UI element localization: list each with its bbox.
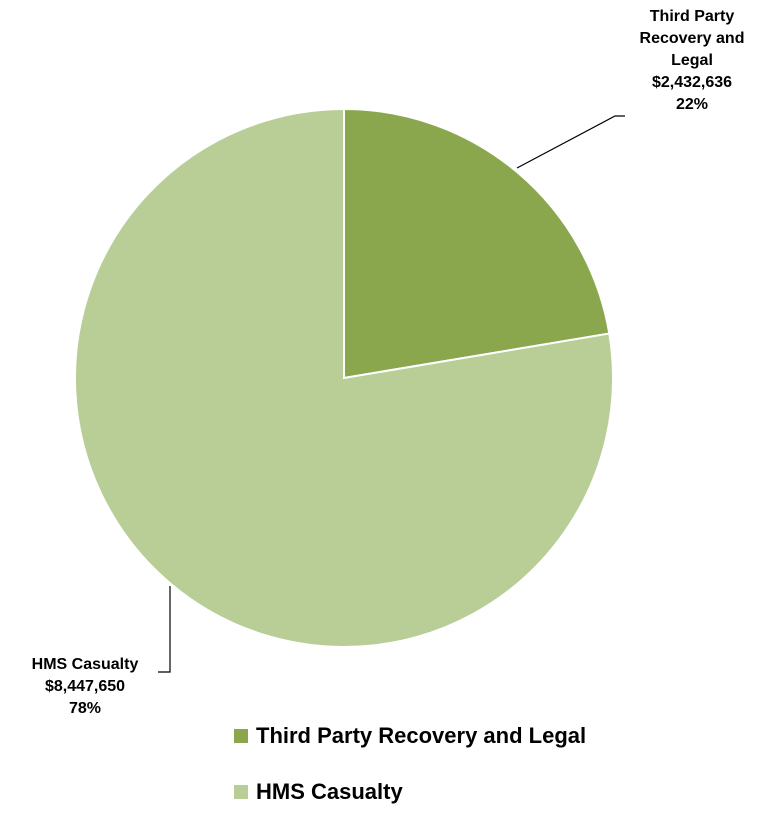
legend-item-hms-casualty: HMS Casualty [234,776,586,808]
data-label-name-line-1: HMS Casualty [31,656,139,673]
pie-slice-hms-casualty [74,107,614,648]
data-label-hms-casualty: HMS Casualty $8,447,650 78% [0,654,170,720]
data-label-name-line-2: Recovery and [639,30,745,47]
data-label-name-line-1: Third Party [649,8,735,25]
legend-label-hms-casualty: HMS Casualty [256,779,403,804]
data-label-value: $2,432,636 [651,74,733,91]
legend-swatch-hms-casualty [234,785,248,799]
pie-slice-third-party-recovery-and-legal [343,107,611,380]
pie-slices [74,107,614,648]
data-label-name-line-3: Legal [671,52,713,69]
leader-line-hms-casualty [158,586,171,673]
data-label-value: $8,447,650 [44,678,126,695]
pie-chart [74,107,625,673]
data-label-percent: 78% [68,700,102,717]
legend-item-third-party-recovery: Third Party Recovery and Legal [234,720,586,752]
leader-line-third-party-recovery [516,115,625,169]
legend-swatch-third-party-recovery [234,729,248,743]
data-label-percent: 22% [675,96,709,113]
data-label-third-party-recovery: Third Party Recovery and Legal $2,432,63… [612,6,772,116]
legend-label-third-party-recovery: Third Party Recovery and Legal [256,723,587,748]
chart-legend: Third Party Recovery and Legal HMS Casua… [234,720,586,832]
